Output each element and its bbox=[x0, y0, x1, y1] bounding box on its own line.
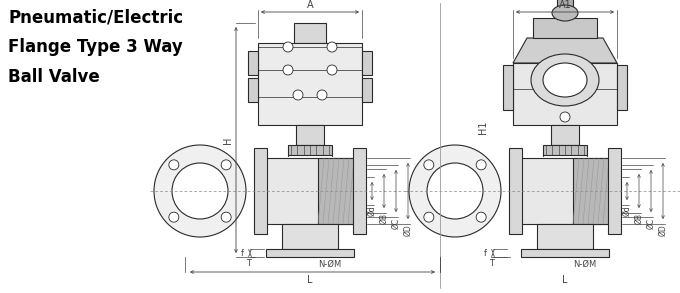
Bar bbox=[282, 224, 338, 249]
Circle shape bbox=[172, 163, 228, 219]
Circle shape bbox=[317, 90, 327, 100]
Text: T: T bbox=[246, 260, 252, 268]
Polygon shape bbox=[573, 158, 609, 224]
Text: f: f bbox=[483, 248, 486, 258]
Bar bbox=[503, 65, 513, 110]
Bar bbox=[362, 78, 372, 102]
Circle shape bbox=[560, 112, 570, 122]
Text: Ød: Ød bbox=[622, 206, 632, 216]
Text: ØD: ØD bbox=[403, 224, 413, 236]
Bar bbox=[551, 125, 579, 145]
Circle shape bbox=[424, 160, 434, 170]
Text: N-ØM: N-ØM bbox=[573, 260, 596, 268]
Text: ØD: ØD bbox=[658, 224, 668, 236]
Bar bbox=[288, 145, 332, 155]
Text: Pneumatic/Electric: Pneumatic/Electric bbox=[8, 8, 183, 26]
Ellipse shape bbox=[531, 54, 599, 106]
Text: f: f bbox=[241, 248, 243, 258]
Bar bbox=[362, 51, 372, 75]
Bar bbox=[509, 148, 522, 234]
Bar bbox=[533, 18, 597, 38]
Text: ØC: ØC bbox=[647, 217, 656, 229]
Bar bbox=[296, 125, 324, 145]
Bar bbox=[294, 23, 326, 43]
Bar bbox=[521, 158, 609, 224]
Text: ØB: ØB bbox=[634, 214, 643, 224]
Text: A1: A1 bbox=[559, 0, 571, 10]
Bar bbox=[258, 43, 362, 125]
Bar bbox=[543, 145, 587, 155]
Bar bbox=[353, 148, 366, 234]
Text: N-ØM: N-ØM bbox=[318, 260, 341, 268]
Circle shape bbox=[169, 212, 179, 222]
Polygon shape bbox=[318, 158, 354, 224]
Circle shape bbox=[221, 212, 231, 222]
Circle shape bbox=[169, 160, 179, 170]
Circle shape bbox=[427, 163, 483, 219]
Circle shape bbox=[476, 212, 486, 222]
Bar bbox=[254, 148, 267, 234]
Circle shape bbox=[476, 160, 486, 170]
Bar bbox=[608, 148, 621, 234]
Circle shape bbox=[293, 90, 303, 100]
Bar bbox=[537, 224, 593, 249]
Bar bbox=[617, 65, 627, 110]
Text: H: H bbox=[223, 136, 233, 144]
Text: ØC: ØC bbox=[392, 217, 401, 229]
Circle shape bbox=[283, 42, 293, 52]
Ellipse shape bbox=[543, 63, 587, 97]
Circle shape bbox=[327, 65, 337, 75]
Circle shape bbox=[327, 42, 337, 52]
Circle shape bbox=[283, 65, 293, 75]
Polygon shape bbox=[513, 38, 617, 63]
Text: L: L bbox=[307, 275, 313, 285]
Text: H1: H1 bbox=[478, 120, 488, 134]
Bar bbox=[513, 63, 617, 125]
Bar bbox=[557, 0, 573, 7]
Text: ØB: ØB bbox=[379, 214, 388, 224]
Bar bbox=[248, 51, 258, 75]
Text: Ød: Ød bbox=[367, 206, 377, 216]
Text: T: T bbox=[490, 260, 494, 268]
Bar bbox=[266, 158, 354, 224]
Text: Ball Valve: Ball Valve bbox=[8, 68, 100, 86]
Bar bbox=[521, 249, 609, 257]
Circle shape bbox=[154, 145, 246, 237]
Ellipse shape bbox=[552, 5, 578, 21]
Circle shape bbox=[221, 160, 231, 170]
Bar bbox=[248, 78, 258, 102]
Text: L: L bbox=[562, 275, 568, 285]
Bar bbox=[266, 249, 354, 257]
Text: A: A bbox=[307, 0, 313, 10]
Text: Flange Type 3 Way: Flange Type 3 Way bbox=[8, 38, 183, 56]
Circle shape bbox=[424, 212, 434, 222]
Circle shape bbox=[409, 145, 501, 237]
